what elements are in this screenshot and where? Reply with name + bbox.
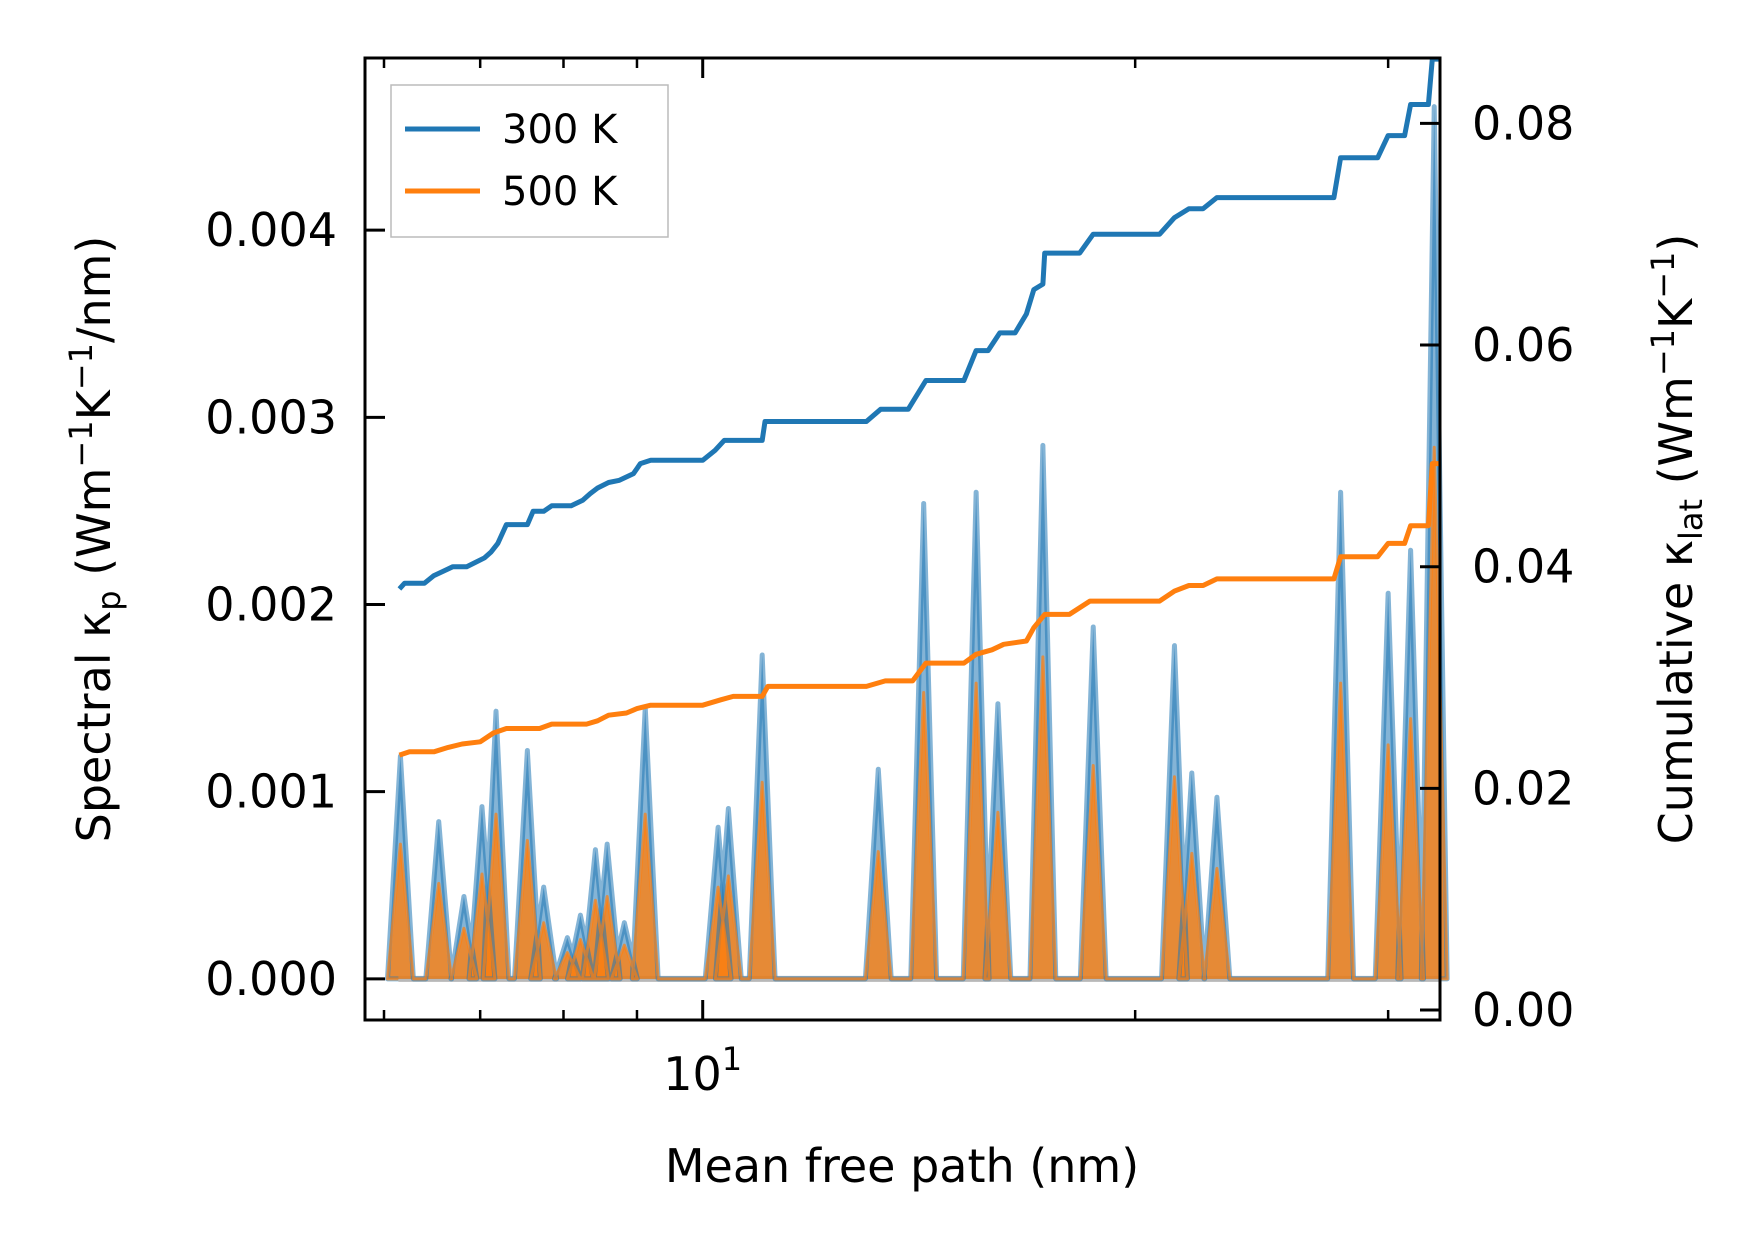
spectral-line-500k: [385, 445, 1449, 981]
left-axis-label: Spectral κp (Wm−1K−1/nm): [62, 236, 128, 843]
spectral-peak-500k-fill: [427, 883, 450, 979]
x-axis: [382, 58, 1390, 1020]
right-tick-label: 0.08: [1472, 96, 1574, 150]
legend: 300 K 500 K: [390, 84, 669, 238]
spectral-peak-500k-fill: [634, 814, 657, 979]
spectral-line-300k: [384, 104, 1450, 982]
spectral-peak-500k-fill: [965, 683, 988, 979]
right-tick-label: 0.02: [1472, 761, 1574, 815]
spectral-peak-500k-fill: [596, 896, 619, 979]
x-tick-label-10: 101: [663, 1040, 742, 1101]
spectral-series-layer: [384, 104, 1450, 982]
left-tick-label: 0.000: [205, 952, 337, 1006]
spectral-peak-500k-fill: [986, 812, 1009, 979]
right-tick-label: 0.00: [1472, 983, 1574, 1037]
spectral-peak-500k-fill: [516, 840, 539, 979]
plot-area: [384, 56, 1450, 982]
x-tick-exponent: 1: [722, 1040, 742, 1078]
cumulative-series-layer: [397, 56, 1439, 758]
spectral-peak-500k-fill: [1399, 718, 1422, 979]
spectral-peak-500k-fill: [751, 782, 774, 979]
legend-label-500k: 500 K: [502, 169, 619, 215]
left-tick-label: 0.001: [205, 765, 337, 819]
spectral-peak-500k-fill: [867, 851, 890, 979]
legend-label-300k: 300 K: [502, 107, 619, 153]
right-axis-label: Cumulative κlat (Wm−1K−1): [1644, 234, 1710, 845]
cumulative-line-300k: [397, 56, 1439, 591]
left-axis: 0.000 0.001 0.002 0.003 0.004: [205, 203, 385, 1006]
left-tick-label: 0.002: [205, 578, 337, 632]
right-axis: 0.00 0.02 0.04 0.06 0.08: [1420, 96, 1574, 1037]
left-tick-label: 0.003: [205, 390, 337, 444]
left-tick-label: 0.004: [205, 203, 337, 257]
spectral-peak-500k-fill: [1082, 765, 1105, 979]
right-tick-label: 0.06: [1472, 318, 1574, 372]
plot-frame: [363, 56, 1442, 1022]
spectral-peak-500k-fill: [1377, 744, 1400, 979]
cumulative-line-500k: [398, 461, 1439, 758]
spectral-peak-500k-fill: [1329, 683, 1352, 979]
spectral-peak-500k-fill: [389, 844, 412, 979]
spectral-peak-500k-fill: [1031, 656, 1054, 979]
legend-box: [390, 84, 669, 238]
right-tick-label: 0.04: [1472, 540, 1574, 594]
x-axis-label: Mean free path (nm): [665, 1139, 1139, 1193]
spectral-peak-500k-fill: [1205, 868, 1228, 979]
spectral-peak-500k-fill: [912, 692, 935, 979]
